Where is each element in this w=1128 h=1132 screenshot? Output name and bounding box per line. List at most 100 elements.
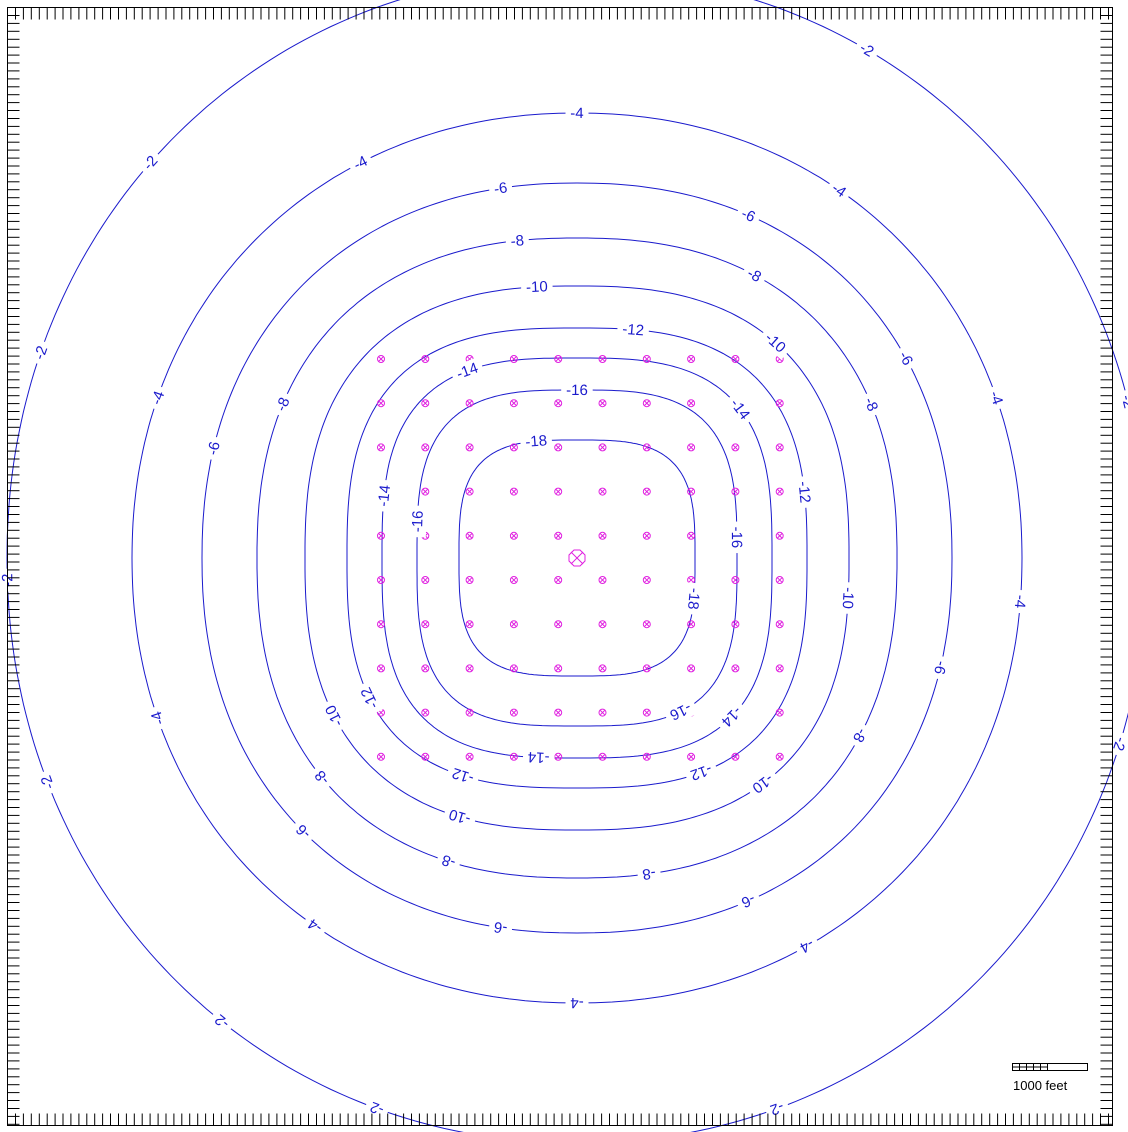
observation-well xyxy=(421,664,430,673)
contour-label: -8 xyxy=(504,230,530,251)
contour-label: -4 xyxy=(565,993,589,1013)
observation-well xyxy=(687,487,696,496)
observation-well xyxy=(465,620,474,629)
contour-label-text: -6 xyxy=(493,179,509,198)
contour-label: -4 xyxy=(145,704,170,732)
observation-well xyxy=(731,620,740,629)
observation-well xyxy=(554,443,563,452)
observation-well xyxy=(642,531,651,540)
contour-label: -4 xyxy=(792,932,822,960)
contour-label-text: -12 xyxy=(450,764,476,787)
observation-well xyxy=(509,576,518,584)
pumping-well-icon xyxy=(568,549,586,567)
contour-label-text: -10 xyxy=(526,278,548,296)
contour-label-text: -4 xyxy=(570,994,583,1011)
contour-label: -6 xyxy=(734,888,763,914)
contour-label: -16 xyxy=(407,505,427,538)
contour-label: -6 xyxy=(892,343,920,373)
contour-label: -8 xyxy=(269,390,296,419)
observation-well xyxy=(465,443,474,452)
contour-label: -2 xyxy=(0,568,17,592)
contour-label: -2 xyxy=(35,768,60,797)
observation-well xyxy=(642,576,651,584)
contour-label: -14 xyxy=(522,747,555,768)
contour-label-text: -2 xyxy=(1118,393,1128,410)
contour-label: -14 xyxy=(449,356,486,385)
contour-label-text: -14 xyxy=(454,359,480,382)
contour-label: -12 xyxy=(616,319,650,340)
observation-well xyxy=(731,576,740,584)
contour-label: -2 xyxy=(362,1096,391,1122)
observation-well xyxy=(775,487,784,496)
contour-label: -14 xyxy=(373,479,395,513)
contour-label-text: -10 xyxy=(447,805,473,828)
observation-well xyxy=(642,620,651,629)
observation-well xyxy=(554,620,563,629)
contour-label-text: -2 xyxy=(768,1098,786,1118)
observation-well xyxy=(687,620,696,629)
contour-label: -6 xyxy=(928,654,952,682)
contour-label: -2 xyxy=(135,148,165,178)
observation-well xyxy=(598,531,607,540)
observation-well xyxy=(554,752,563,761)
contour-label-text: -8 xyxy=(641,864,656,883)
contour-line-12 xyxy=(346,327,808,789)
observation-well xyxy=(642,399,651,408)
contour-label: -10 xyxy=(318,697,350,735)
observation-well xyxy=(465,576,474,584)
contour-label-text: -18 xyxy=(525,432,548,451)
contour-labels: -2 -2 -2 -2 -2 -2 -2 -2 -2 -2 -4 -4 -4 -4 -4 -4 -4 -4 -4 -4… xyxy=(0,35,1128,1122)
observation-well xyxy=(687,399,696,408)
contour-label-text: -8 xyxy=(273,395,294,414)
observation-well xyxy=(421,576,430,584)
observation-well xyxy=(598,355,607,363)
observation-well xyxy=(377,664,385,673)
contour-label: -2 xyxy=(207,1007,237,1036)
contour-label: -6 xyxy=(202,434,226,462)
contour-label: -4 xyxy=(300,912,330,940)
observation-well xyxy=(421,708,430,717)
observation-well xyxy=(465,487,474,496)
observation-well xyxy=(554,531,563,540)
observation-well xyxy=(731,487,740,496)
scale-bar-label: 1000 feet xyxy=(1013,1078,1068,1093)
contour-label-text: -4 xyxy=(1011,594,1029,609)
observation-well xyxy=(421,443,430,452)
map-frame xyxy=(7,7,1113,1126)
observation-well xyxy=(509,708,518,717)
observation-well xyxy=(642,664,651,673)
observation-well xyxy=(554,576,563,584)
contour-label-text: -2 xyxy=(1109,735,1128,753)
contour-label: -4 xyxy=(565,103,589,123)
contour-label-text: -12 xyxy=(794,481,813,504)
contour-label: -8 xyxy=(636,863,662,885)
contour-line-14 xyxy=(381,357,773,759)
observation-well xyxy=(598,487,607,496)
observation-well xyxy=(775,443,784,452)
contour-label-text: -2 xyxy=(368,1098,386,1119)
observation-well xyxy=(421,487,430,496)
contour-label-text: -8 xyxy=(440,851,458,871)
observation-well xyxy=(598,664,607,673)
contour-label-text: -4 xyxy=(986,389,1006,407)
contour-label: -4 xyxy=(824,176,854,204)
contour-label: -2 xyxy=(1116,388,1128,415)
observation-well xyxy=(598,752,607,761)
contour-label-text: -8 xyxy=(510,232,525,250)
observation-well xyxy=(775,708,784,717)
observation-well xyxy=(421,620,430,629)
observation-well xyxy=(642,708,651,717)
contour-label-text: -16 xyxy=(566,382,588,399)
contour-label-text: -12 xyxy=(688,760,714,783)
contour-label-text: -14 xyxy=(528,748,550,766)
observation-well xyxy=(509,443,518,452)
observation-well xyxy=(598,620,607,629)
observation-well xyxy=(421,752,430,761)
contour-label-text: -4 xyxy=(148,709,168,727)
contour-label: -16 xyxy=(727,521,747,554)
contour-label-text: -6 xyxy=(739,205,758,226)
contour-label: -6 xyxy=(288,817,318,847)
observation-well xyxy=(509,355,518,363)
contour-label: -4 xyxy=(1010,589,1031,614)
observation-well xyxy=(731,355,740,363)
